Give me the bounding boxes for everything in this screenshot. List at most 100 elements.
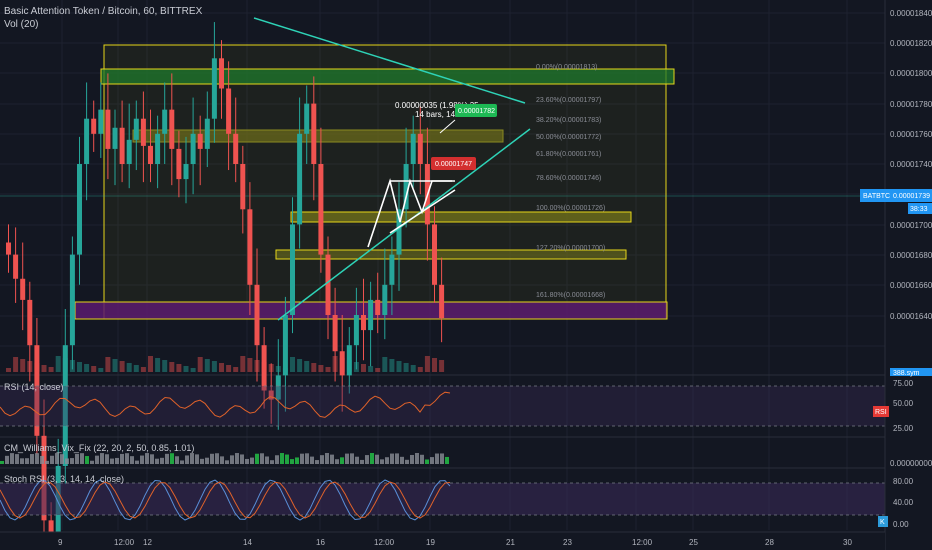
vix-bar (430, 457, 434, 464)
time-axis-bg (0, 532, 885, 550)
vix-bar (150, 454, 154, 464)
candle-body (190, 133, 196, 164)
fib-level-label: 78.60%(0.00001746) (536, 175, 601, 182)
vix-bar (100, 453, 104, 464)
countdown-badge (908, 203, 932, 214)
candle-body (133, 118, 139, 140)
vix-bar (265, 456, 269, 464)
candle-body (197, 133, 203, 149)
candle-body (48, 520, 54, 533)
volume-tag (890, 368, 932, 376)
volume-bar (318, 365, 324, 372)
time-tick-label: 12 (143, 538, 152, 547)
measure-bars-label: 14 bars, 14h (415, 110, 459, 119)
vix-bar (445, 456, 449, 464)
stoch-tick-label: 80.00 (893, 477, 914, 486)
candle-body (211, 58, 217, 119)
vix-bar (355, 456, 359, 464)
volume-bar (77, 362, 82, 372)
time-tick-label: 12:00 (632, 538, 653, 547)
vix-bar (375, 454, 379, 464)
candle-body (140, 118, 146, 146)
candle-body (318, 164, 324, 255)
volume-bar (176, 364, 182, 372)
candle-body (126, 139, 132, 164)
vix-bar (320, 455, 324, 464)
volume-bar (439, 360, 445, 372)
price-tick-label: 0.00001760 (890, 130, 932, 139)
volume-bar (55, 356, 61, 372)
candle-body (226, 88, 232, 134)
rsi-tag-text: RSI (875, 409, 887, 416)
vix-bar (260, 453, 264, 464)
candle-body (432, 224, 437, 285)
rsi-band (0, 386, 885, 426)
vix-bar (65, 458, 69, 464)
volume-bar (190, 368, 196, 372)
time-tick-label: 12:00 (114, 538, 135, 547)
vix-bar (330, 454, 334, 464)
volume-bar (211, 361, 217, 372)
measure-arrow (439, 119, 456, 134)
vix-bar (220, 456, 224, 464)
vix-bar (90, 460, 94, 464)
time-tick-label: 21 (506, 538, 515, 547)
vix-bar (395, 453, 399, 464)
stoch-tick-label: 0.00 (893, 520, 909, 529)
vix-bar (130, 456, 134, 464)
volume-bar (6, 368, 11, 372)
price-tick-label: 0.00001660 (890, 281, 932, 290)
candle-body (162, 109, 168, 134)
candle-body (368, 299, 374, 331)
vix-bar (115, 457, 119, 464)
volume-bar (290, 357, 295, 372)
vix-bar (15, 454, 19, 464)
volume-bar (368, 366, 374, 372)
volume-bar (197, 357, 203, 372)
time-tick-label: 19 (426, 538, 435, 547)
candles (6, 22, 445, 550)
stoch-tag (878, 516, 888, 527)
candle-body (361, 315, 366, 331)
vix-bar (215, 453, 219, 464)
vix-bar (360, 459, 364, 464)
vix-bar (280, 453, 284, 464)
vix-bar (80, 453, 84, 464)
zones (0, 44, 885, 320)
vix-bar (225, 460, 229, 464)
vix-bar (195, 454, 199, 464)
stoch-band (0, 483, 885, 515)
rsi-pane (0, 385, 885, 427)
fib-level-label: 127.20%(0.00001700) (536, 245, 605, 252)
candle-body (20, 278, 26, 300)
rsi-tag (873, 406, 889, 417)
candle-body (275, 375, 281, 400)
volume-bar (20, 359, 26, 372)
candle-body (290, 224, 295, 315)
candle-body (417, 133, 423, 164)
volume-bar (361, 364, 366, 372)
candle-body (297, 133, 303, 225)
volume-bar (169, 362, 175, 372)
volume-bar (432, 358, 437, 372)
vix-bar (0, 461, 4, 464)
candle-body (13, 254, 19, 279)
vix-bar (420, 454, 424, 464)
vix-bar (365, 455, 369, 464)
time-tick-label: 9 (58, 538, 63, 547)
vix-bar (60, 454, 64, 464)
candle-body (311, 103, 317, 164)
candle-body (247, 209, 253, 285)
price-tick-label: 0.00001740 (890, 160, 932, 169)
vix-bar (110, 458, 114, 464)
volume-bar (403, 363, 409, 372)
candle-body (27, 299, 33, 346)
vix-bar (165, 453, 169, 464)
volume-bar (325, 367, 331, 372)
candle-body (77, 164, 82, 255)
volume-tag-text: 388.sym (893, 370, 920, 377)
price-tick-label: 0.00001680 (890, 251, 932, 260)
current-price: 0.00001739 (893, 193, 930, 200)
